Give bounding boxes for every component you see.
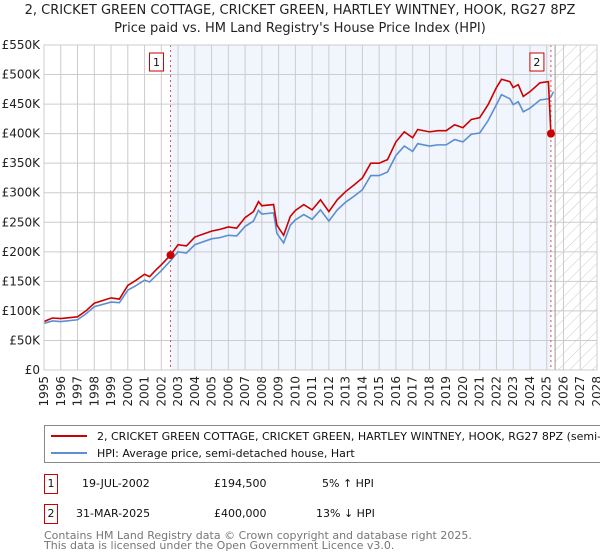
y-tick-label: £500K bbox=[2, 68, 42, 82]
sale-annotation-label: 1 bbox=[153, 56, 160, 69]
x-tick-label: 2018 bbox=[422, 376, 436, 407]
sale-hpi-diff: 13% ↓ HPI bbox=[316, 507, 375, 520]
legend-item-hpi: HPI: Average price, semi-detached house,… bbox=[51, 445, 355, 461]
x-tick-label: 2027 bbox=[573, 376, 587, 407]
plot-border bbox=[43, 44, 598, 371]
x-tick-label: 2024 bbox=[523, 376, 537, 407]
sale-annotation-label: 2 bbox=[533, 56, 540, 69]
x-tick-label: 2017 bbox=[406, 376, 420, 407]
shaded-period bbox=[170, 45, 551, 370]
x-tick-label: 2007 bbox=[238, 376, 252, 407]
y-tick-label: £400K bbox=[2, 127, 42, 141]
sale-badge: 2 bbox=[44, 504, 58, 524]
x-tick-label: 2019 bbox=[439, 376, 453, 407]
legend-label-hpi: HPI: Average price, semi-detached house,… bbox=[97, 446, 355, 460]
sale-row: 2 31-MAR-2025 £400,000 13% ↓ HPI bbox=[44, 504, 444, 524]
x-tick-label: 1998 bbox=[87, 376, 101, 407]
sale-annotation-box bbox=[529, 52, 545, 72]
x-tick-label: 2002 bbox=[154, 376, 168, 407]
sale-date: 19-JUL-2002 bbox=[82, 477, 150, 490]
chart-subtitle: Price paid vs. HM Land Registry's House … bbox=[114, 21, 486, 36]
x-tick-label: 1997 bbox=[71, 376, 85, 407]
footer: Contains HM Land Registry data © Crown c… bbox=[44, 529, 472, 552]
property-price-line bbox=[43, 78, 555, 323]
x-tick-label: 1999 bbox=[104, 376, 118, 407]
y-tick-label: £300K bbox=[2, 186, 42, 200]
x-tick-label: 2008 bbox=[255, 376, 269, 407]
x-tick-label: 2013 bbox=[339, 376, 353, 407]
legend-item-property: 2, CRICKET GREEN COTTAGE, CRICKET GREEN,… bbox=[51, 428, 600, 444]
sale-point bbox=[166, 251, 175, 260]
x-tick-label: 2020 bbox=[456, 376, 470, 407]
blue-line-swatch bbox=[51, 452, 87, 454]
sale-price: £194,500 bbox=[214, 477, 267, 490]
y-tick-label: £250K bbox=[2, 215, 42, 229]
x-tick-label: 2010 bbox=[288, 376, 302, 407]
x-tick-label: 2028 bbox=[590, 376, 600, 407]
x-tick-label: 2023 bbox=[506, 376, 520, 407]
x-tick-label: 2009 bbox=[272, 376, 286, 407]
x-tick-label: 2011 bbox=[305, 376, 319, 407]
x-tick-label: 2012 bbox=[322, 376, 336, 407]
price-chart: £0 £50K £100K £150K £200K £250K £300K £350K £400… bbox=[2, 38, 600, 407]
y-tick-label: £100K bbox=[2, 304, 42, 318]
x-tick-label: 2022 bbox=[489, 376, 503, 407]
x-tick-label: 2016 bbox=[389, 376, 403, 407]
x-tick-label: 2001 bbox=[138, 376, 152, 407]
x-tick-label: 1995 bbox=[37, 376, 51, 407]
footer-line-2: This data is licensed under the Open Gov… bbox=[44, 539, 395, 552]
footer-line-1: Contains HM Land Registry data © Crown c… bbox=[44, 529, 472, 542]
x-tick-label: 2000 bbox=[121, 376, 135, 407]
sale-date: 31-MAR-2025 bbox=[76, 507, 151, 520]
y-tick-label: £200K bbox=[2, 245, 42, 259]
y-tick-label: £0 bbox=[25, 363, 40, 377]
y-tick-label: £450K bbox=[2, 97, 42, 111]
x-tick-label: 2003 bbox=[171, 376, 185, 407]
y-tick-label: £550K bbox=[2, 38, 42, 52]
sale-row: 1 19-JUL-2002 £194,500 5% ↑ HPI bbox=[44, 474, 444, 494]
y-tick-label: £150K bbox=[2, 274, 42, 288]
forecast-hatch bbox=[555, 45, 597, 370]
legend: 2, CRICKET GREEN COTTAGE, CRICKET GREEN,… bbox=[44, 425, 600, 463]
x-tick-label: 2014 bbox=[355, 376, 369, 407]
sale-point bbox=[546, 129, 555, 138]
x-tick-label: 1996 bbox=[54, 376, 68, 407]
sale-annotation-box bbox=[149, 52, 165, 72]
y-tick-label: £350K bbox=[2, 156, 42, 170]
x-tick-label: 2006 bbox=[221, 376, 235, 407]
chart-title: 2, CRICKET GREEN COTTAGE, CRICKET GREEN,… bbox=[24, 3, 576, 18]
red-line-swatch bbox=[51, 435, 87, 437]
hpi-line bbox=[43, 91, 555, 325]
x-tick-label: 2015 bbox=[372, 376, 386, 407]
legend-label-property: 2, CRICKET GREEN COTTAGE, CRICKET GREEN,… bbox=[97, 429, 600, 443]
x-tick-label: 2025 bbox=[540, 376, 554, 407]
x-tick-label: 2004 bbox=[188, 376, 202, 407]
sale-badge: 1 bbox=[44, 474, 58, 494]
x-tick-label: 2026 bbox=[556, 376, 570, 407]
y-tick-label: £50K bbox=[9, 333, 41, 347]
sale-hpi-diff: 5% ↑ HPI bbox=[322, 477, 374, 490]
x-tick-label: 2005 bbox=[205, 376, 219, 407]
sale-price: £400,000 bbox=[214, 507, 267, 520]
x-tick-label: 2021 bbox=[473, 376, 487, 407]
